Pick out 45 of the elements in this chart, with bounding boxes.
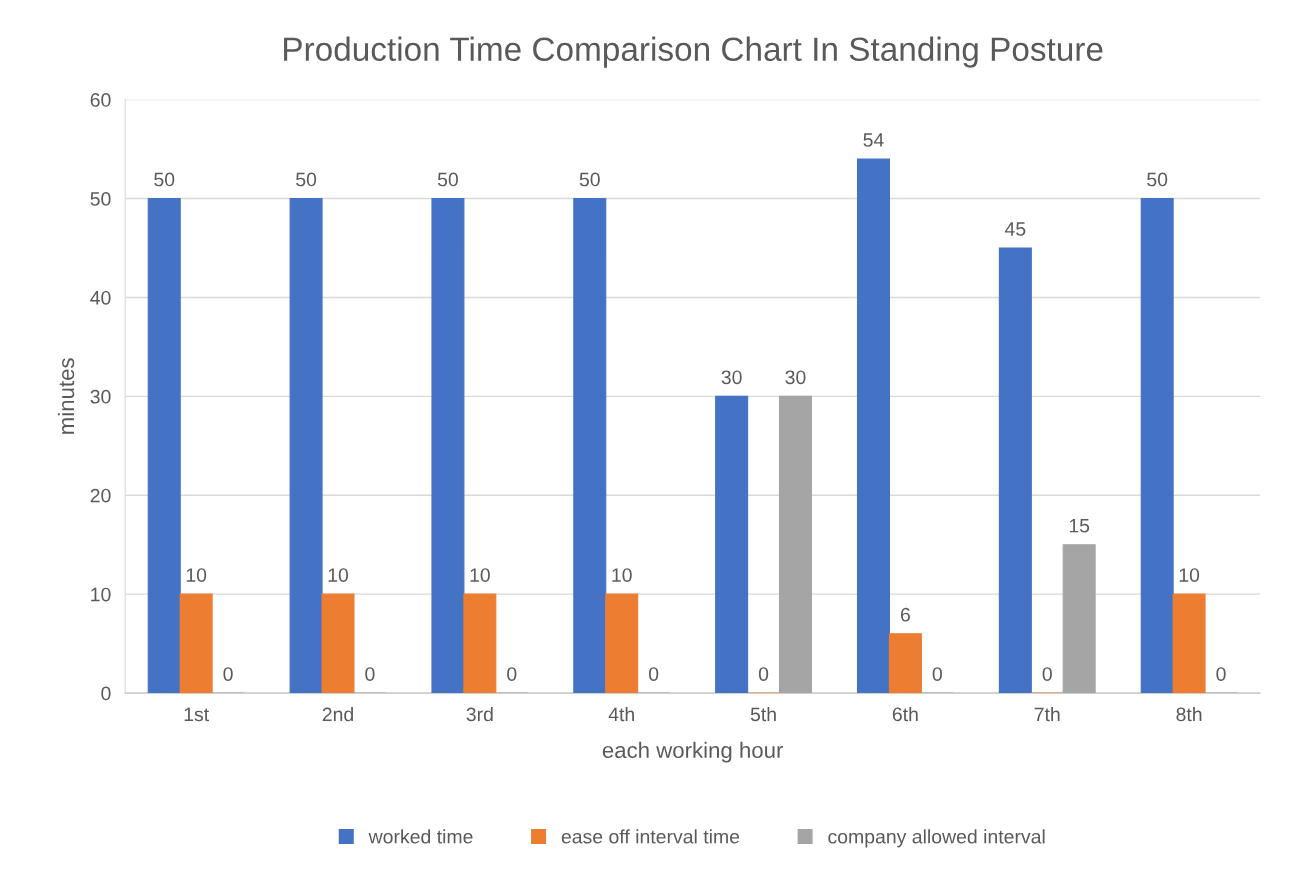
data-label: 0 [758,667,769,681]
data-label: 30 [785,370,806,385]
y-tick-label: 50 [90,192,111,206]
data-label: 10 [328,568,349,582]
y-tick-label: 60 [90,93,111,107]
data-label: 50 [579,172,600,187]
x-tick-label: 1st [184,707,209,722]
data-label: 0 [365,667,375,681]
data-label: 0 [1042,667,1052,681]
x-tick-label: 8th [1176,706,1202,722]
y-tick-label: 30 [90,389,111,404]
data-label: 54 [863,133,884,147]
chart-title: Production Time Comparison Chart In Standing Posture [284,36,1103,68]
legend-label: worked time [368,829,473,844]
y-tick-label: 20 [90,488,111,503]
y-tick-label: 40 [90,290,111,305]
data-label: 50 [154,172,175,187]
data-label: 0 [223,667,233,681]
data-label: 10 [1179,568,1200,582]
x-tick-label: 6th [892,706,918,722]
data-label: 0 [1216,667,1226,681]
data-label: 50 [1147,172,1168,187]
data-label: 50 [296,172,317,187]
x-axis-title: each working hour [602,741,784,763]
y-axis-title: minutes [57,358,75,434]
data-label: 6 [900,607,910,622]
data-label: 0 [648,667,659,681]
data-label: 0 [932,667,942,681]
x-tick-label: 7th [1034,706,1060,722]
y-tick-label: 10 [91,587,111,602]
data-label: 10 [612,568,632,582]
y-tick-label: 0 [101,686,111,701]
data-label: 15 [1069,518,1090,533]
legend-label: company allowed interval [828,829,1045,848]
data-label: 10 [186,568,207,582]
x-tick-label: 5th [750,706,776,722]
data-label: 45 [1004,222,1026,236]
data-label: 0 [507,667,517,681]
data-label: 10 [470,568,490,582]
x-tick-label: 4th [608,706,634,722]
x-tick-label: 3rd [466,706,493,722]
x-tick-label: 2nd [322,706,353,722]
legend-label: ease off interval time [561,829,740,844]
data-label: 30 [721,370,742,385]
data-label: 50 [437,172,458,187]
